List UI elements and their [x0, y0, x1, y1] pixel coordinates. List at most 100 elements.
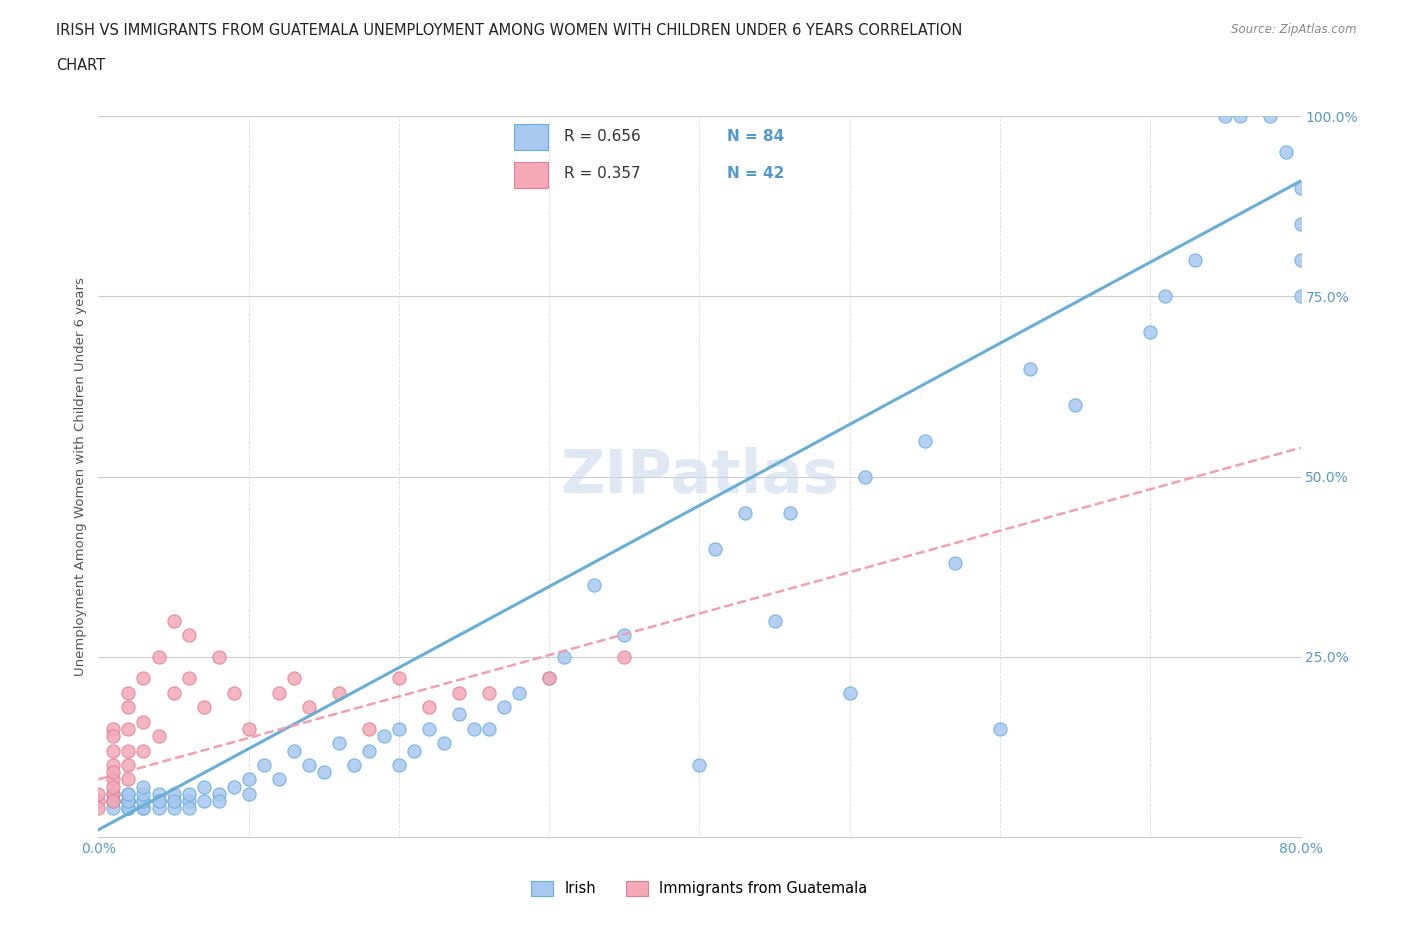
Point — [162, 801, 184, 816]
Point — [148, 729, 170, 744]
Point — [132, 779, 155, 794]
Point — [117, 801, 139, 816]
Point — [222, 779, 245, 794]
Point — [494, 700, 516, 715]
Text: N = 42: N = 42 — [727, 166, 785, 181]
Point — [838, 685, 860, 700]
Point — [103, 772, 125, 787]
Point — [283, 743, 305, 758]
Point — [343, 757, 366, 772]
Point — [148, 801, 170, 816]
Point — [418, 700, 440, 715]
Point — [357, 722, 380, 737]
Point — [103, 793, 125, 808]
Point — [132, 793, 155, 808]
Point — [238, 722, 260, 737]
Point — [1184, 253, 1206, 268]
Point — [447, 707, 470, 722]
Bar — [515, 124, 548, 151]
Point — [132, 787, 155, 802]
Point — [703, 541, 725, 556]
Point — [132, 801, 155, 816]
Point — [117, 722, 139, 737]
Text: N = 84: N = 84 — [727, 129, 785, 144]
Point — [988, 722, 1011, 737]
Point — [388, 722, 411, 737]
Point — [1260, 109, 1282, 124]
Point — [388, 671, 411, 686]
Point — [538, 671, 561, 686]
Point — [103, 787, 125, 802]
Text: IRISH VS IMMIGRANTS FROM GUATEMALA UNEMPLOYMENT AMONG WOMEN WITH CHILDREN UNDER : IRISH VS IMMIGRANTS FROM GUATEMALA UNEMP… — [56, 23, 963, 38]
Point — [222, 685, 245, 700]
Point — [148, 649, 170, 664]
Point — [613, 628, 636, 643]
Point — [177, 787, 200, 802]
Point — [553, 649, 575, 664]
Point — [148, 793, 170, 808]
Point — [267, 772, 290, 787]
Point — [1289, 253, 1312, 268]
Point — [162, 793, 184, 808]
Text: R = 0.656: R = 0.656 — [564, 129, 640, 144]
Point — [1215, 109, 1237, 124]
Point — [253, 757, 276, 772]
Point — [688, 757, 710, 772]
Point — [388, 757, 411, 772]
Point — [208, 793, 231, 808]
Point — [1019, 361, 1042, 376]
Point — [508, 685, 530, 700]
Point — [328, 685, 350, 700]
Point — [583, 578, 606, 592]
Point — [117, 787, 139, 802]
Point — [914, 433, 936, 448]
Point — [418, 722, 440, 737]
Point — [162, 787, 184, 802]
Point — [103, 722, 125, 737]
Point — [103, 729, 125, 744]
Point — [478, 722, 501, 737]
Point — [357, 743, 380, 758]
Point — [132, 793, 155, 808]
Point — [117, 793, 139, 808]
Point — [779, 505, 801, 520]
Point — [1274, 145, 1296, 160]
Text: R = 0.357: R = 0.357 — [564, 166, 640, 181]
Point — [177, 671, 200, 686]
Point — [538, 671, 561, 686]
Point — [177, 801, 200, 816]
Point — [148, 793, 170, 808]
Point — [117, 787, 139, 802]
Point — [447, 685, 470, 700]
Point — [312, 764, 335, 779]
Point — [373, 729, 395, 744]
Point — [1229, 109, 1251, 124]
Point — [103, 793, 125, 808]
Point — [193, 779, 215, 794]
Point — [463, 722, 485, 737]
Bar — [515, 162, 548, 189]
Point — [117, 793, 139, 808]
Point — [1289, 181, 1312, 196]
Point — [763, 614, 786, 629]
Point — [132, 801, 155, 816]
Point — [117, 793, 139, 808]
Point — [943, 556, 966, 571]
Point — [208, 649, 231, 664]
Point — [132, 714, 155, 729]
Point — [298, 700, 321, 715]
Point — [1289, 217, 1312, 232]
Point — [433, 736, 456, 751]
Point — [177, 793, 200, 808]
Point — [103, 787, 125, 802]
Point — [328, 736, 350, 751]
Point — [148, 787, 170, 802]
Point — [238, 772, 260, 787]
Point — [132, 743, 155, 758]
Legend: Irish, Immigrants from Guatemala: Irish, Immigrants from Guatemala — [526, 875, 873, 902]
Point — [162, 614, 184, 629]
Point — [238, 787, 260, 802]
Point — [267, 685, 290, 700]
Text: CHART: CHART — [56, 58, 105, 73]
Point — [193, 700, 215, 715]
